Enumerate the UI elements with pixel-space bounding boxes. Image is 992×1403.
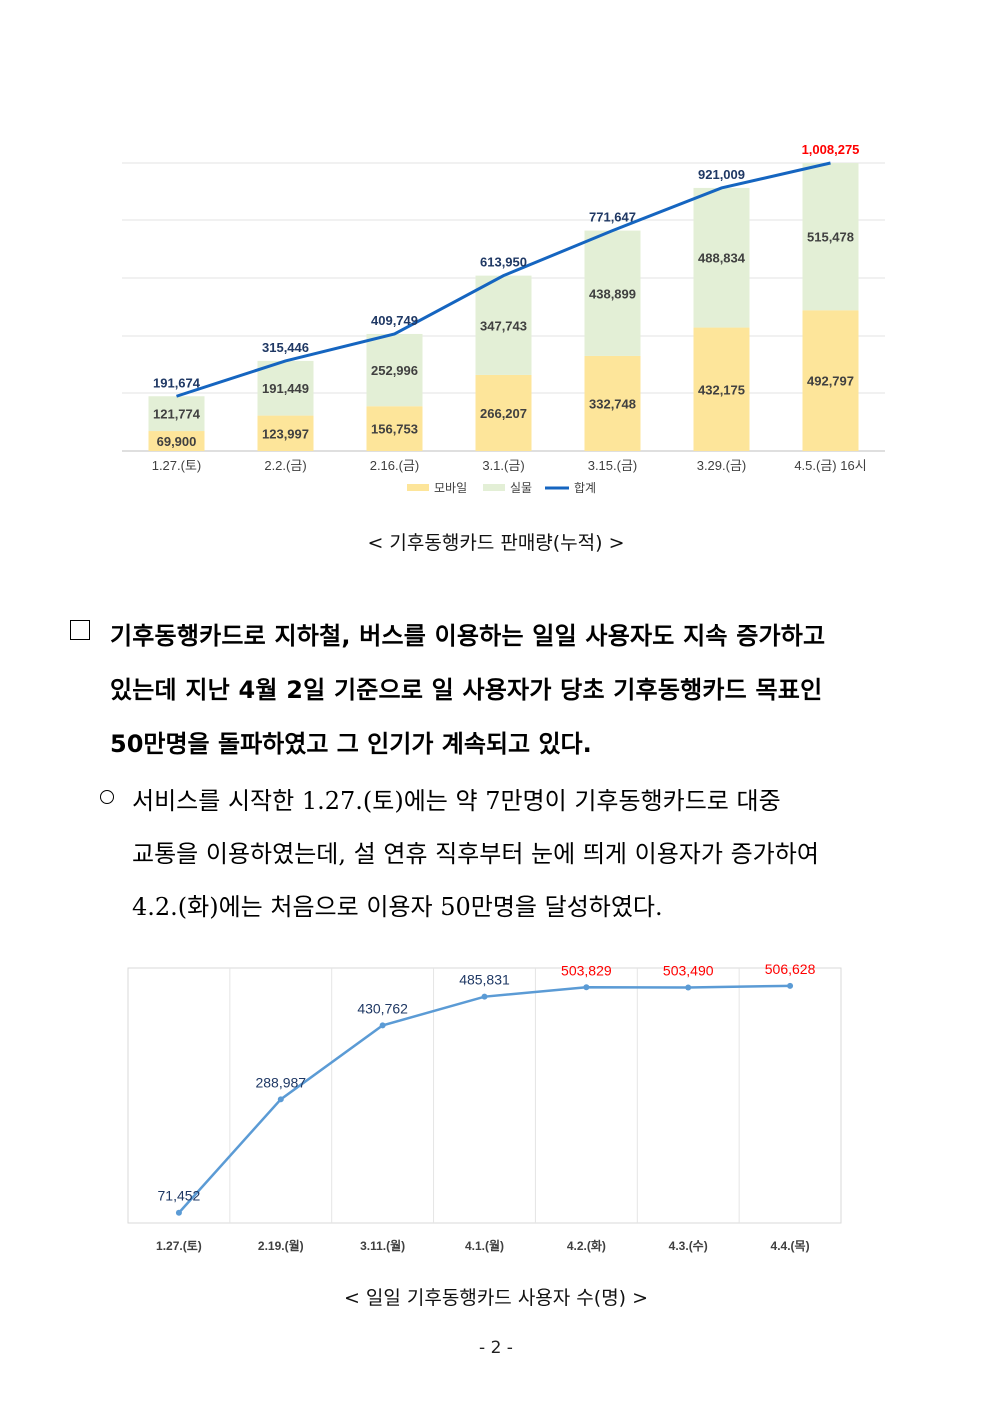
paragraph2-line3: 4.2.(화)에는 처음으로 이용자 50만명을 달성하였다. [132,893,663,921]
legend-swatch-physical [483,484,505,491]
paragraph-main: 기후동행카드로 지하철, 버스를 이용하는 일일 사용자도 지속 증가하고 있는… [70,616,920,758]
data-label: 71,452 [158,1188,201,1204]
bar-physical [148,396,205,432]
paragraph-sub: 서비스를 시작한 1.27.(토)에는 약 7만명이 기후동행카드로 대중 교통… [100,781,920,921]
chart1-bars [148,163,859,451]
data-point-marker [481,993,488,1000]
chart2-data-labels: 71,452 288,987 430,762 485,831 503,829 503,49… [158,961,816,1204]
x-tick-label: 2.19.(월) [258,1238,304,1253]
chart1-data-labels: 69,900 121,774 123,997 191,449 156,753 252,99… [153,142,859,449]
x-tick-label: 3.15.(금) [588,458,638,473]
data-label: 503,829 [561,962,612,978]
data-label: 288,987 [255,1074,306,1090]
label-total: 771,647 [589,210,636,225]
x-tick-label: 4.1.(월) [465,1238,504,1253]
label-physical: 515,478 [807,230,854,245]
paragraph2-line2: 교통을 이용하였는데, 설 연휴 직후부터 눈에 띄게 이용자가 증가하여 [132,840,819,868]
label-physical: 488,834 [698,251,746,266]
chart1-x-axis: 1.27.(토) 2.2.(금) 2.16.(금) 3.1.(금) 3.15.(금) 3.… [152,458,867,473]
label-total: 1,008,275 [802,142,860,157]
chart1-total-line [176,161,831,398]
data-point-marker [787,982,794,989]
data-point-marker [685,984,692,991]
label-mobile: 123,997 [262,426,309,441]
checkbox-bullet-icon [70,620,90,640]
circle-bullet-icon [100,790,114,804]
bar-mobile [148,431,205,451]
data-label: 485,831 [459,972,510,988]
x-tick-label: 4.4.(목) [771,1239,810,1253]
chart2-caption: < 일일 기후동행카드 사용자 수(명) > [343,1287,649,1309]
x-tick-label: 4.2.(화) [567,1238,606,1253]
bar-mobile [257,415,314,451]
page-number: - 2 - [479,1338,513,1358]
label-physical: 252,996 [371,363,418,378]
data-point-marker [277,1096,284,1103]
cumulative-sales-chart: 69,900 121,774 123,997 191,449 156,753 252,99… [122,142,885,495]
chart1-caption: < 기후동행카드 판매량(누적) > [367,532,625,554]
label-total: 191,674 [153,375,201,390]
label-total: 921,009 [698,167,745,182]
label-total: 409,749 [371,313,418,328]
label-mobile: 332,748 [589,396,636,411]
bar-physical [802,163,859,311]
x-tick-label: 1.27.(토) [152,458,202,473]
data-label: 506,628 [765,961,816,977]
x-tick-label: 3.1.(금) [482,458,524,473]
label-mobile: 69,900 [157,434,197,449]
x-tick-label: 3.29.(금) [697,458,747,473]
label-physical: 438,899 [589,286,636,301]
x-tick-label: 2.2.(금) [264,458,306,473]
label-mobile: 432,175 [698,382,745,397]
chart2-series-line [175,982,794,1216]
x-tick-label: 2.16.(금) [370,458,420,473]
bar-physical [693,187,750,328]
legend-swatch-mobile [407,484,429,491]
paragraph1-line2: 있는데 지난 4월 2일 기준으로 일 사용자가 당초 기후동행카드 목표인 [110,676,823,704]
label-physical: 121,774 [153,407,201,422]
legend-label-physical: 실물 [510,481,532,495]
label-mobile: 266,207 [480,406,527,421]
paragraph2-line1: 서비스를 시작한 1.27.(토)에는 약 7만명이 기후동행카드로 대중 [132,787,781,815]
legend-label-mobile: 모바일 [434,481,467,495]
label-total: 613,950 [480,255,527,270]
data-point-marker [175,1209,182,1216]
bar-physical [584,230,641,356]
label-mobile: 492,797 [807,374,854,389]
daily-users-line-path [177,984,791,1214]
data-point-marker [379,1022,386,1029]
paragraph1-line1: 기후동행카드로 지하철, 버스를 이용하는 일일 사용자도 지속 증가하고 [110,622,826,650]
data-point-marker [583,984,590,991]
legend-label-total: 합계 [574,481,596,495]
bar-mobile [584,355,641,451]
chart2-frame [127,967,842,1224]
x-tick-label: 4.5.(금) 16시 [794,458,866,473]
chart1-legend: 모바일 실물 합계 [407,481,596,495]
data-label: 503,490 [663,962,714,978]
bar-physical [366,333,423,407]
label-physical: 191,449 [262,381,309,396]
x-tick-label: 1.27.(토) [156,1239,202,1253]
chart2-gridlines [229,968,740,1223]
bar-mobile [802,310,859,451]
bar-mobile [693,327,750,451]
paragraph1-line3: 50만명을 돌파하였고 그 인기가 계속되고 있다. [110,730,592,758]
bar-mobile [475,374,532,451]
bar-physical [475,275,532,375]
chart2-x-axis: 1.27.(토) 2.19.(월) 3.11.(월) 4.1.(월) 4.2.(화) 4.… [156,1238,810,1253]
label-mobile: 156,753 [371,422,418,437]
label-total: 315,446 [262,340,309,355]
bar-physical [257,360,314,416]
x-tick-label: 4.3.(수) [669,1239,708,1253]
data-label: 430,762 [357,1000,408,1016]
total-line-path [176,161,831,398]
label-physical: 347,743 [480,318,527,333]
bar-mobile [366,406,423,451]
x-tick-label: 3.11.(월) [360,1238,405,1253]
